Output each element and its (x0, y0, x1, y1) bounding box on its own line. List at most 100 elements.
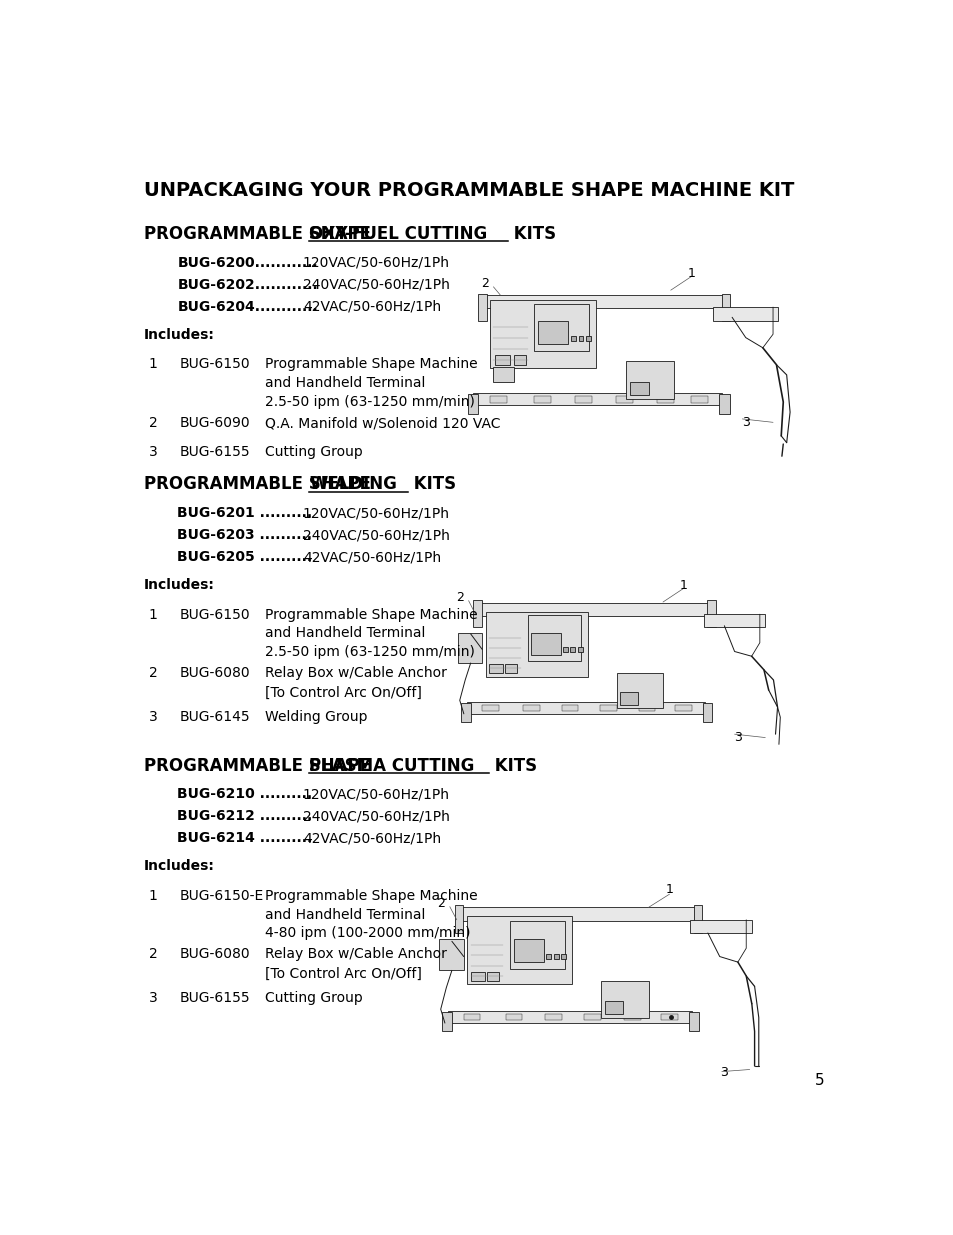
Bar (660, 1014, 678, 1020)
Text: Relay Box w/Cable Anchor
[To Control Arc On/Off]: Relay Box w/Cable Anchor [To Control Arc… (265, 667, 446, 699)
Text: BUG-6155: BUG-6155 (179, 445, 250, 459)
Bar (439, 940, 463, 971)
Bar (584, 1014, 600, 1020)
Text: KITS: KITS (408, 475, 456, 494)
Text: 2: 2 (436, 897, 444, 910)
Text: 120VAC/50-60Hz/1Ph: 120VAC/50-60Hz/1Ph (303, 506, 450, 520)
Bar (514, 354, 526, 364)
Text: BUG-6090: BUG-6090 (179, 416, 250, 430)
Text: 1: 1 (686, 267, 695, 280)
Text: Welding Group: Welding Group (265, 710, 367, 724)
Bar (457, 632, 482, 663)
Bar (504, 664, 517, 673)
Bar (561, 705, 578, 711)
Bar (447, 1010, 691, 1023)
Text: 3: 3 (741, 416, 749, 429)
Bar (721, 294, 729, 321)
Bar (466, 701, 704, 714)
Bar (463, 1014, 480, 1020)
Bar (486, 972, 498, 981)
Bar (455, 905, 462, 932)
Text: Q.A. Manifold w/Solenoid 120 VAC: Q.A. Manifold w/Solenoid 120 VAC (265, 416, 500, 430)
Text: Includes:: Includes: (144, 860, 214, 873)
Text: BUG-6150: BUG-6150 (179, 608, 250, 621)
Text: BUG-6210 ..........: BUG-6210 .......... (177, 787, 313, 802)
Bar (619, 692, 638, 705)
Text: 3: 3 (733, 731, 741, 743)
Bar (522, 705, 539, 711)
Bar (473, 600, 481, 627)
Bar (690, 920, 751, 932)
Bar (562, 647, 567, 652)
Text: Cutting Group: Cutting Group (265, 445, 362, 459)
Text: 42VAC/50-60Hz/1Ph: 42VAC/50-60Hz/1Ph (303, 831, 440, 845)
Bar (495, 354, 509, 364)
Bar (585, 336, 590, 341)
Bar (441, 1011, 452, 1031)
Bar (575, 396, 592, 403)
Bar (701, 703, 711, 722)
Bar (712, 308, 777, 321)
Text: 240VAC/50-60Hz/1Ph: 240VAC/50-60Hz/1Ph (303, 529, 449, 542)
Bar (691, 396, 707, 403)
Text: 3: 3 (149, 710, 157, 724)
Text: 1: 1 (149, 888, 157, 903)
Text: 2: 2 (149, 667, 157, 680)
Bar (545, 1014, 561, 1020)
Bar (719, 394, 729, 414)
Text: 42VAC/50-60Hz/1Ph: 42VAC/50-60Hz/1Ph (303, 550, 440, 564)
Text: 1: 1 (149, 357, 157, 372)
Bar (600, 982, 648, 1018)
Text: Programmable Shape Machine
and Handheld Terminal
2.5-50 ipm (63-1250 mm/min): Programmable Shape Machine and Handheld … (265, 357, 477, 409)
Text: OXY-FUEL CUTTING: OXY-FUEL CUTTING (309, 225, 487, 243)
Text: KITS: KITS (508, 225, 556, 243)
Text: BUG-6145: BUG-6145 (179, 710, 250, 724)
Text: BUG-6150: BUG-6150 (179, 357, 250, 372)
Bar (688, 1011, 698, 1031)
Bar (460, 703, 470, 722)
Bar (545, 953, 550, 958)
Bar (527, 615, 580, 661)
Bar (534, 396, 551, 403)
Bar (467, 916, 571, 984)
Bar (470, 972, 484, 981)
Text: PROGRAMMABLE SHAPE: PROGRAMMABLE SHAPE (144, 225, 376, 243)
Text: 2: 2 (456, 590, 463, 604)
Text: 3: 3 (149, 445, 157, 459)
Text: 2: 2 (481, 277, 489, 290)
Text: 120VAC/50-60Hz/1Ph: 120VAC/50-60Hz/1Ph (303, 256, 450, 270)
Text: BUG-6202............: BUG-6202............ (177, 278, 317, 291)
Text: PLASMA CUTTING: PLASMA CUTTING (309, 757, 474, 774)
Text: 1: 1 (679, 579, 687, 592)
Bar (578, 336, 583, 341)
Bar (505, 1014, 522, 1020)
Text: BUG-6080: BUG-6080 (179, 947, 250, 962)
Text: Cutting Group: Cutting Group (265, 992, 362, 1005)
Bar (560, 953, 566, 958)
Text: 240VAC/50-60Hz/1Ph: 240VAC/50-60Hz/1Ph (303, 809, 449, 824)
Bar (623, 1014, 640, 1020)
Bar (493, 367, 514, 382)
Bar (490, 396, 507, 403)
Text: 1: 1 (149, 608, 157, 621)
Bar (626, 362, 674, 399)
Text: 3: 3 (149, 992, 157, 1005)
Text: BUG-6205 ..........: BUG-6205 .......... (177, 550, 313, 564)
Text: BUG-6203 ..........: BUG-6203 .......... (177, 529, 312, 542)
Text: WELDING: WELDING (309, 475, 396, 494)
Text: BUG-6204............: BUG-6204............ (177, 300, 317, 314)
Text: 5: 5 (814, 1073, 823, 1088)
Bar (510, 920, 564, 969)
Bar (604, 1000, 623, 1014)
Text: PROGRAMMABLE SHAPE: PROGRAMMABLE SHAPE (144, 475, 376, 494)
Bar (578, 647, 582, 652)
Bar (482, 295, 724, 309)
Text: 42VAC/50-60Hz/1Ph: 42VAC/50-60Hz/1Ph (303, 300, 440, 314)
Text: 3: 3 (720, 1067, 727, 1079)
Bar (571, 336, 576, 341)
Text: UNPACKAGING YOUR PROGRAMMABLE SHAPE MACHINE KIT: UNPACKAGING YOUR PROGRAMMABLE SHAPE MACH… (144, 180, 794, 200)
Bar (467, 394, 477, 414)
Bar (703, 614, 764, 627)
Text: BUG-6201 ..........: BUG-6201 .......... (177, 506, 313, 520)
Text: Programmable Shape Machine
and Handheld Terminal
2.5-50 ipm (63-1250 mm/min): Programmable Shape Machine and Handheld … (265, 608, 477, 659)
